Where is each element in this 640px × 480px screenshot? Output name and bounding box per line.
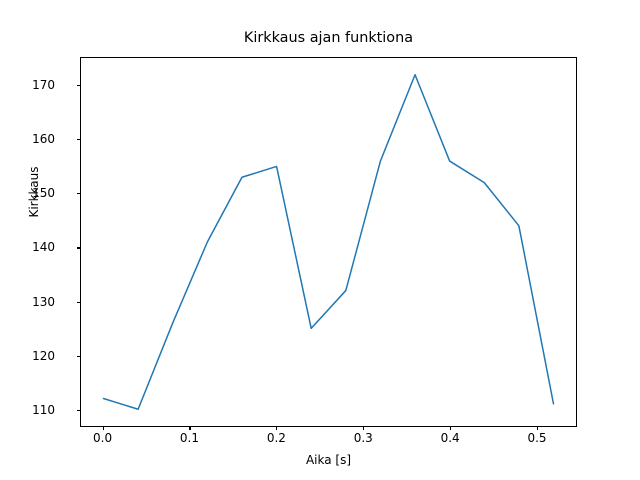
y-tick-mark [76,247,80,249]
data-line-path [102,73,555,411]
y-tick-label: 160 [32,131,55,146]
y-tick-mark [76,138,80,140]
plot-area [80,57,577,427]
x-tick-mark [537,426,539,430]
y-tick-label: 170 [32,77,55,92]
x-tick-label: 0.0 [93,431,113,445]
x-tick-mark [189,426,191,430]
x-tick-mark [363,426,365,430]
x-tick-label: 0.5 [527,431,547,445]
y-tick-label: 110 [32,403,55,418]
y-tick-label: 150 [32,186,55,201]
y-tick-mark [76,410,80,412]
x-tick-label: 0.4 [440,431,460,445]
y-tick-mark [76,301,80,303]
x-tick-mark [102,426,104,430]
y-tick-mark [76,355,80,358]
x-tick-mark [276,426,278,430]
y-tick-mark [76,193,80,195]
x-tick-label: 0.1 [179,431,200,445]
x-tick-label: 0.3 [353,431,373,445]
x-axis-label: Aika [s] [305,453,352,467]
y-tick-label: 130 [32,294,55,309]
page-title: Kirkkaus ajan funktiona [243,30,414,46]
x-tick-mark [450,426,452,430]
y-tick-label: 140 [32,240,55,255]
y-tick-label: 120 [32,348,55,363]
y-tick-mark [76,84,80,86]
line-series-kirkkaus [102,73,555,411]
x-tick-label: 0.2 [266,431,286,445]
